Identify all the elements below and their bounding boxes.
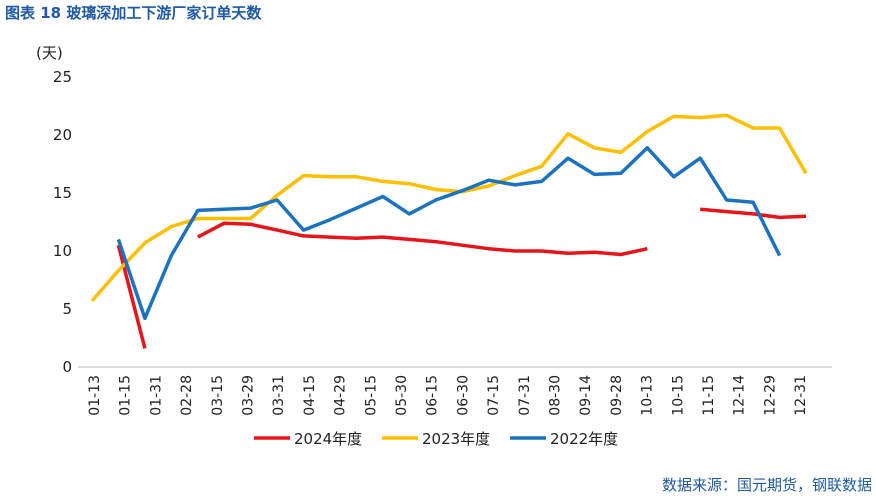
legend-label: 2023年度 — [422, 430, 490, 448]
x-tick-label: 01-13 — [87, 375, 103, 416]
data-source: 数据来源：国元期货，钢联数据 — [661, 476, 872, 494]
y-tick-label: 5 — [62, 300, 72, 318]
x-tick-label: 08-30 — [548, 375, 564, 416]
y-tick-label: 15 — [53, 184, 72, 202]
x-tick-label: 03-15 — [210, 375, 226, 416]
y-axis-ticks: 0 5 10 15 20 25 — [53, 68, 72, 376]
series-line-1 — [196, 221, 648, 257]
x-tick-label: 09-28 — [609, 375, 625, 416]
x-tick-label: 02-28 — [179, 375, 195, 416]
x-tick-label: 04-29 — [333, 375, 349, 416]
x-tick-label: 11-15 — [701, 375, 717, 416]
x-tick-label: 03-29 — [241, 375, 257, 416]
x-tick-label: 09-14 — [578, 375, 594, 416]
x-tick-label: 06-30 — [455, 375, 471, 416]
x-tick-label: 03-31 — [271, 375, 287, 416]
y-tick-label: 20 — [53, 126, 72, 144]
y-tick-label: 10 — [53, 242, 72, 260]
x-tick-label: 07-15 — [486, 375, 502, 416]
y-tick-label: 25 — [53, 68, 72, 86]
x-tick-label: 06-15 — [425, 375, 441, 416]
x-tick-label: 12-31 — [793, 375, 809, 416]
x-tick-label: 01-15 — [118, 375, 134, 416]
x-axis-ticks: 01-13 01-15 01-31 02-28 03-15 03-29 03-31 04-15… — [87, 375, 809, 416]
series-line-3 — [116, 146, 782, 321]
series-line-2 — [90, 113, 808, 303]
x-tick-label: 10-13 — [640, 375, 656, 416]
legend-label: 2024年度 — [294, 430, 362, 448]
x-tick-label: 12-29 — [762, 375, 778, 416]
legend-label: 2022年度 — [550, 430, 618, 448]
x-tick-label: 01-31 — [148, 375, 164, 416]
legend: 2024年度 2023年度 2022年度 — [254, 430, 618, 448]
x-tick-label: 05-30 — [394, 375, 410, 416]
x-tick-label: 12-14 — [732, 375, 748, 416]
figure-title: 图表 18 玻璃深加工下游厂家订单天数 — [5, 4, 262, 22]
series-lines — [90, 113, 808, 349]
y-tick-label: 0 — [62, 358, 72, 376]
x-tick-label: 10-15 — [670, 375, 686, 416]
series-line-1 — [700, 207, 807, 220]
x-tick-label: 07-31 — [517, 375, 533, 416]
x-tick-label: 04-15 — [302, 375, 318, 416]
series-line-1 — [116, 244, 147, 349]
y-axis-unit-label: (天) — [36, 44, 63, 62]
x-tick-label: 05-15 — [363, 375, 379, 416]
